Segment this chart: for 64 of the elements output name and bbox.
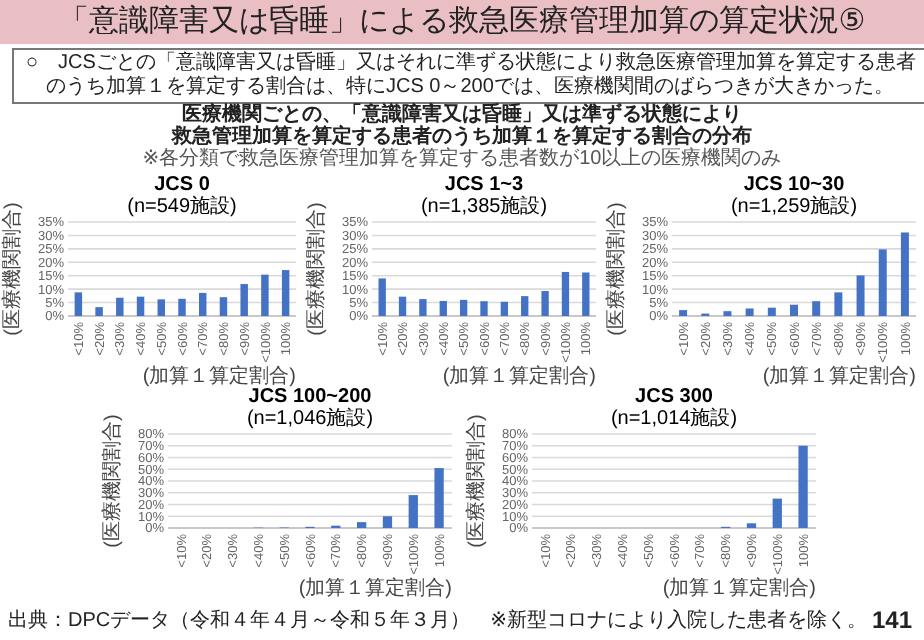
bar	[480, 301, 488, 316]
bar	[679, 310, 688, 316]
bar	[136, 296, 145, 316]
bar	[790, 304, 798, 316]
bar	[772, 498, 782, 528]
bar	[398, 296, 407, 316]
chart-title: JCS 10~30	[743, 174, 846, 196]
chart-subtitle: (n=1,014施設)	[610, 406, 738, 430]
bar	[261, 274, 269, 316]
text: 救急管理加算を算定する患者のうち加算１を算定する割合の分布	[169, 126, 754, 148]
bar	[856, 275, 865, 316]
bar	[561, 271, 570, 316]
bar	[878, 249, 887, 316]
chart-subtitle: (n=1,046施設)	[246, 406, 374, 430]
bar	[798, 445, 808, 528]
bar	[382, 516, 393, 528]
x-axis-title: (加算１算定割合)	[442, 364, 596, 388]
bar	[812, 301, 821, 316]
chart-subtitle: (n=1,259施設)	[730, 194, 858, 218]
bar	[434, 468, 444, 528]
x-axis-title: (加算１算定割合)	[662, 576, 816, 600]
bar	[419, 299, 427, 316]
chart-title: JCS 1~3	[444, 174, 525, 196]
bar	[582, 272, 590, 316]
bar	[95, 307, 103, 316]
bar	[281, 270, 290, 316]
chart-title: JCS 300	[635, 386, 714, 408]
bar	[834, 292, 843, 316]
bar	[767, 307, 776, 316]
bar	[378, 278, 386, 316]
bar	[356, 522, 367, 528]
bar	[157, 299, 165, 316]
bar	[745, 308, 754, 316]
bar	[116, 297, 124, 316]
bar	[240, 284, 248, 316]
bar	[74, 292, 83, 316]
y-axis-title: (医療機関割合)	[464, 414, 488, 548]
bar	[541, 291, 549, 316]
text: ※各分類で救急医療管理加算を算定する患者数が10以上の医療機関のみ	[140, 148, 784, 170]
source-note: 出典：DPCデータ（令和４年４月～令和５年３月） ※新型コロナにより入院した患者を除く。	[8, 610, 867, 634]
bar	[521, 296, 529, 316]
x-axis-title: (加算１算定割合)	[762, 364, 916, 388]
y-axis-title: (医療機関割合)	[304, 202, 328, 336]
bar	[178, 298, 186, 316]
y-axis-title: (医療機関割合)	[604, 202, 628, 336]
bar	[459, 299, 468, 316]
bar	[500, 301, 509, 316]
y-axis-title: (医療機関割合)	[0, 202, 24, 336]
chart-subtitle: (n=549施設)	[127, 194, 237, 218]
bar	[408, 495, 418, 528]
chart-title: JCS 0	[154, 174, 211, 196]
text: 141	[871, 606, 912, 634]
bar	[219, 297, 228, 316]
bar	[900, 232, 909, 316]
x-axis-title: (加算１算定割合)	[298, 576, 452, 600]
text: 「意識障害又は昏睡」による救急医療管理加算の算定状況⑤	[0, 0, 924, 44]
bar	[199, 292, 207, 316]
text: 医療機関ごとの、「意識障害又は昏睡」又は準ずる状態により	[182, 104, 742, 126]
y-axis-title: (医療機関割合)	[100, 414, 124, 548]
text: ○ JCSごとの「意識障害又は昏睡」又はそれに準ずる状態により救急医療管理加算を算定する患者のうち加算１を算定する割合は、特にJCS 0～200では、医療機関間のばらつきが大きかった。	[12, 48, 924, 104]
chart-title: JCS 100~200	[248, 386, 373, 408]
chart-subtitle: (n=1,385施設)	[420, 194, 548, 218]
bar	[439, 300, 447, 316]
x-axis-title: (加算１算定割合)	[142, 364, 296, 388]
